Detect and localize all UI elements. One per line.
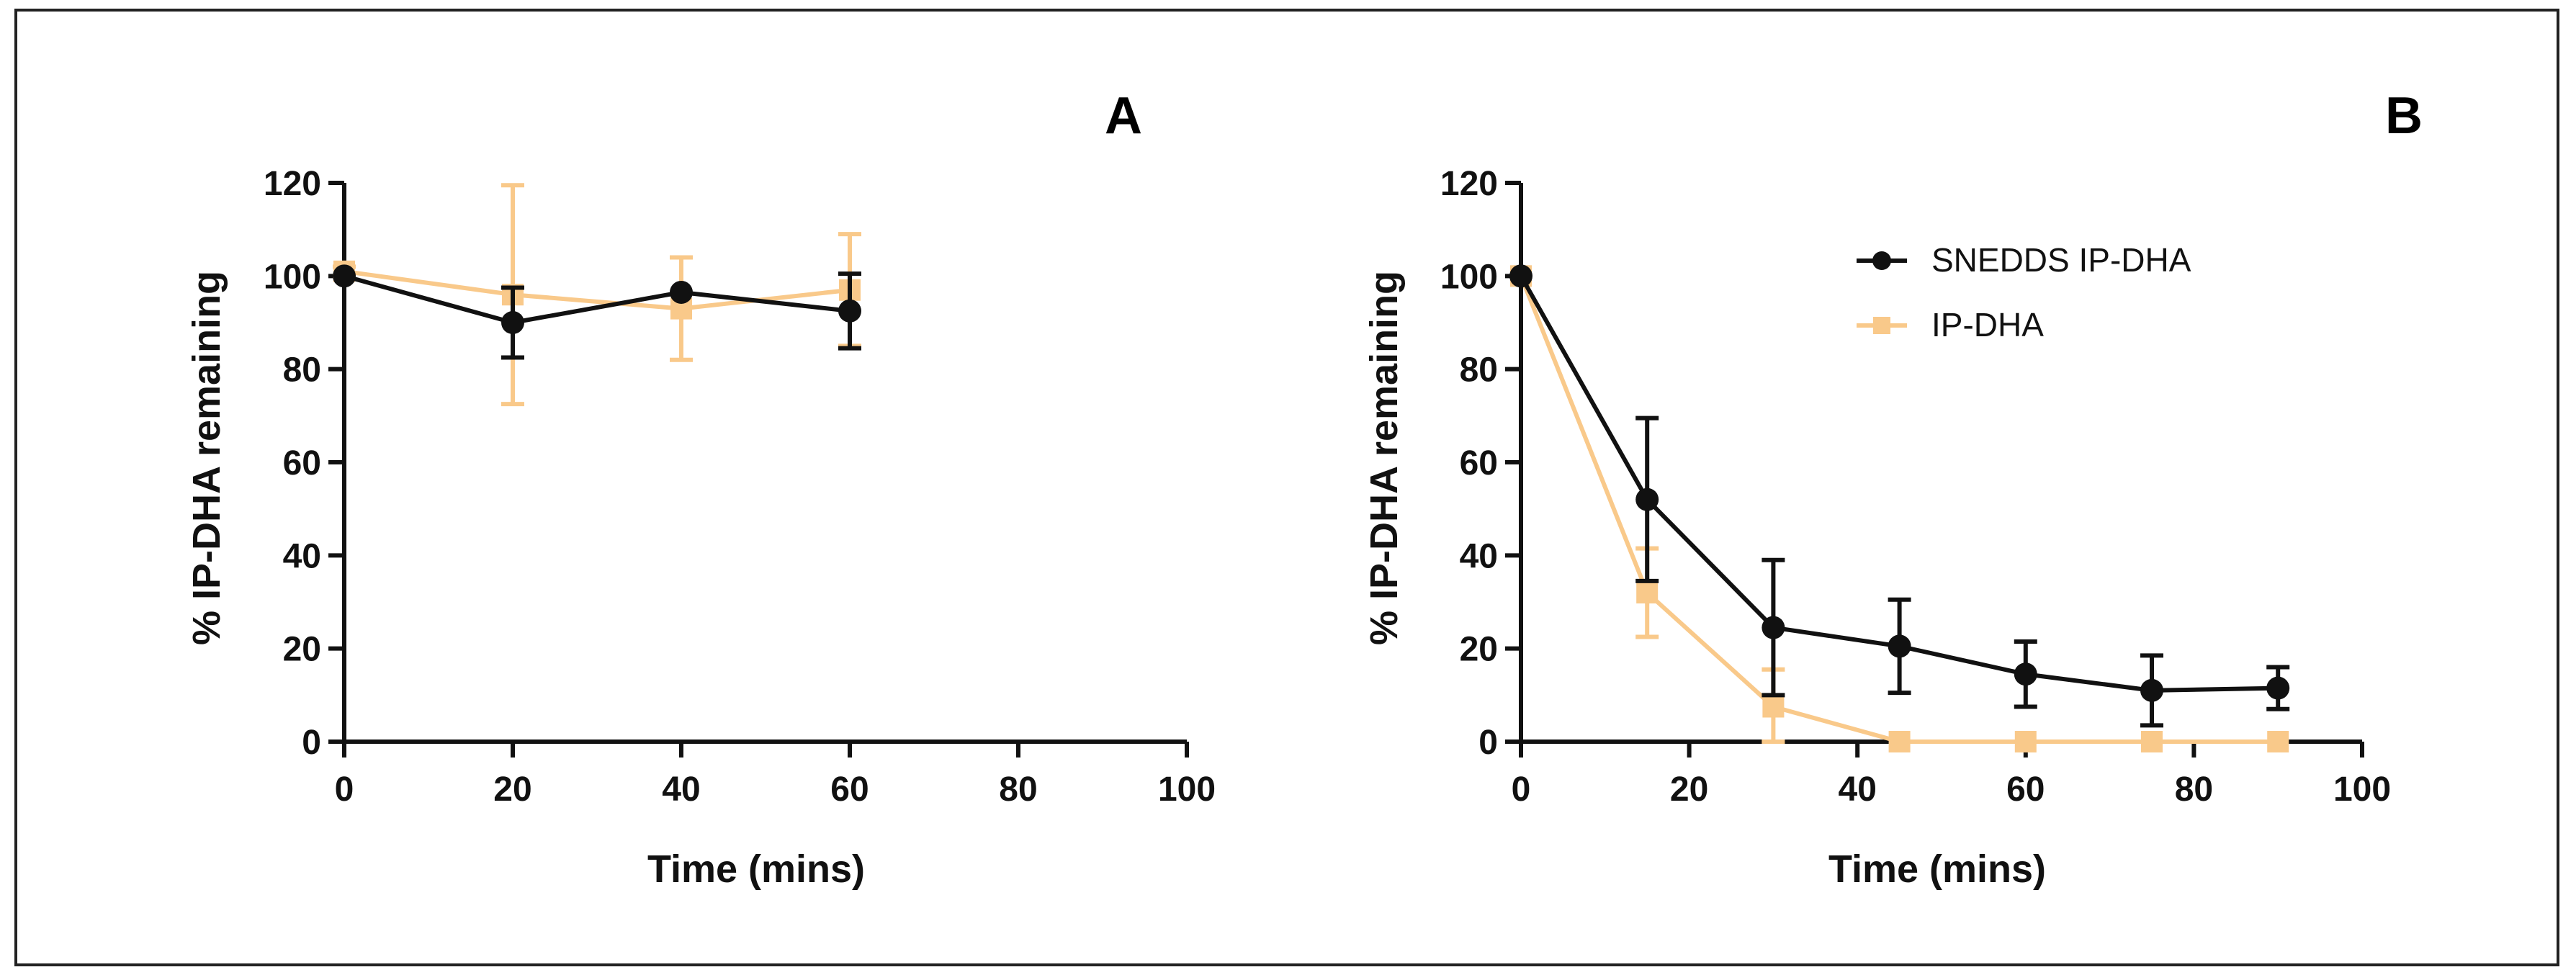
legend-marker-ipdha: [1873, 317, 1890, 334]
panel-a-x-tick-label: 20: [493, 770, 531, 809]
panel-b-y-tick-label: 100: [1440, 258, 1498, 296]
panel-a-x-tick-label: 60: [830, 770, 869, 809]
panel-a-x-tick-label: 40: [662, 770, 700, 809]
panel-b-y-tick-label: 60: [1460, 444, 1498, 482]
panel-a-x-axis-title: Time (mins): [647, 848, 865, 891]
panel-a-y-tick-label: 120: [264, 165, 321, 203]
panel-a-x-tick-label: 100: [1158, 770, 1216, 809]
panel-b-x-tick-label: 80: [2175, 770, 2213, 809]
data-point: [2267, 731, 2289, 752]
data-point: [333, 264, 356, 288]
panel-b-series-ip-dha: [1510, 265, 2289, 752]
data-point: [501, 311, 524, 334]
panel-a-y-tick-label: 20: [283, 631, 321, 669]
panel-a-y-tick-label: 60: [283, 444, 321, 482]
data-point: [2014, 662, 2037, 686]
legend-marker-snedds: [1872, 251, 1891, 270]
panel-b-y-tick-label: 20: [1460, 631, 1498, 669]
panel-b-series-snedds-ip-dha: [1509, 264, 2290, 728]
series-line: [344, 269, 851, 311]
data-point: [2140, 678, 2163, 702]
panel-a-y-axis-title: % IP-DHA remaining: [185, 271, 228, 645]
panel-b-y-tick-label: 0: [1478, 724, 1498, 762]
panel-a: A % IP-DHA remaining Time (mins) 0 20 40 60…: [185, 87, 1216, 891]
data-point: [1636, 582, 1659, 604]
panel-a-series-snedds-ip-dha: [333, 264, 861, 360]
panel-b-x-tick-label: 0: [1512, 770, 1531, 809]
panel-a-letter: A: [1105, 87, 1142, 145]
data-point: [1888, 634, 1911, 658]
panel-b-y-tick-label: 120: [1440, 165, 1498, 203]
data-point: [2014, 731, 2037, 752]
panel-a-x-tick-label: 0: [335, 770, 354, 809]
data-point: [670, 280, 693, 304]
panel-b-x-tick-label: 100: [2333, 770, 2391, 809]
data-point: [1762, 696, 1785, 718]
data-point: [2141, 731, 2163, 752]
panel-b-x-tick-label: 20: [1670, 770, 1708, 809]
data-point: [1888, 731, 1911, 752]
panel-b-y-tick-label: 80: [1460, 351, 1498, 390]
legend-label-snedds: SNEDDS IP-DHA: [1931, 241, 2191, 279]
panel-a-y-tick-label: 100: [264, 258, 321, 296]
series-line: [344, 274, 851, 325]
data-point: [1762, 616, 1785, 639]
panel-b-x-tick-label: 40: [1839, 770, 1877, 809]
panel-b-letter: B: [2385, 87, 2423, 145]
panel-b-legend: SNEDDS IP-DHA IP-DHA: [1857, 241, 2191, 343]
panel-b-x-axis-title: Time (mins): [1828, 848, 2046, 891]
panel-a-y-tick-label: 0: [302, 724, 321, 762]
data-point: [2266, 676, 2290, 700]
panel-b: B % IP-DHA remaining Time (mins) 0 20 40 60…: [1363, 87, 2423, 891]
panel-a-y-tick-label: 40: [283, 537, 321, 575]
panel-a-y-tick-label: 80: [283, 351, 321, 390]
data-point: [1509, 264, 1532, 288]
data-point: [838, 299, 861, 323]
figure-frame: [14, 9, 2559, 966]
panel-b-y-tick-label: 40: [1460, 537, 1498, 575]
data-point: [1635, 487, 1659, 511]
panel-b-y-axis-title: % IP-DHA remaining: [1363, 271, 1406, 645]
legend-label-ipdha: IP-DHA: [1931, 306, 2044, 343]
panel-b-x-tick-label: 60: [2006, 770, 2045, 809]
panel-a-x-tick-label: 80: [999, 770, 1037, 809]
